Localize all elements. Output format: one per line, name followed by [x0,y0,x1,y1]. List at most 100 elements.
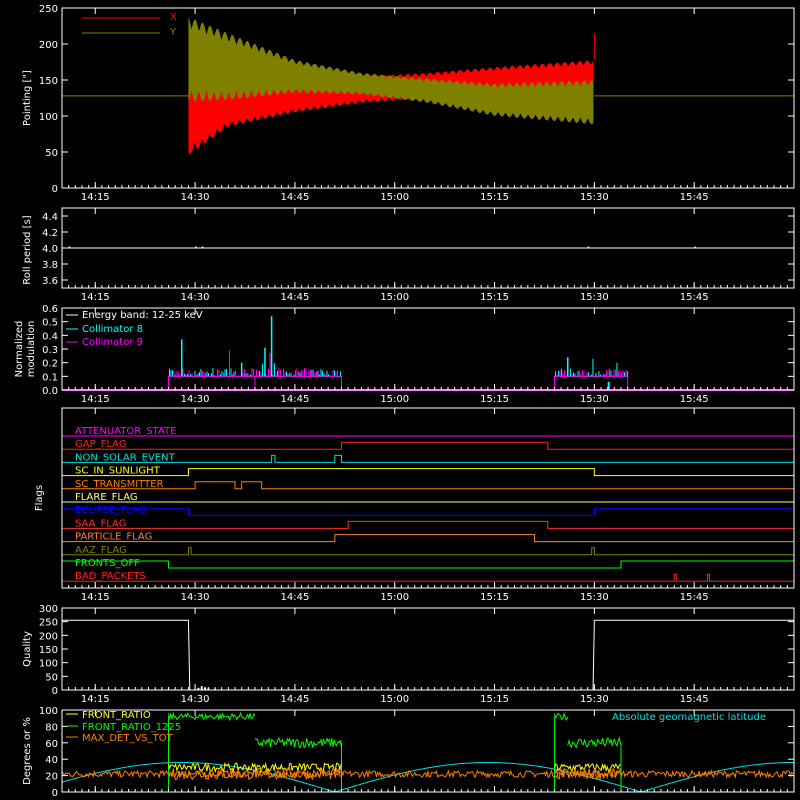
ratios-ylabel: Degrees or % [22,717,33,785]
legend-y-label: Y [169,27,177,38]
y-tick-label: 0.1 [42,372,58,383]
x-tick-label: 14:30 [181,192,210,203]
x-tick-label: 15:00 [380,694,409,705]
flags-ylabel: Flags [34,485,45,511]
flag-label-11: BAD_PACKETS [75,571,146,582]
x-tick-label: 14:45 [280,592,309,603]
front-ratio-1225-mid-1 [567,736,622,749]
flag-line-4 [62,481,794,490]
y-tick-label: 4.4 [42,212,58,223]
legend-x-label: X [170,12,177,23]
legend-energy-label: Energy band: 12-25 keV [82,310,203,321]
y-tick-label: 0.3 [42,345,58,356]
x-tick-label: 15:00 [380,292,409,303]
flag-line-2 [62,454,794,463]
front-ratio-1225-mid-0 [254,736,342,749]
x-tick-label: 15:30 [580,592,609,603]
roll-period-ylabel: Roll period [s] [22,215,33,284]
x-tick-label: 15:15 [480,192,509,203]
x-tick-label: 15:45 [680,592,709,603]
flag-label-10: FRONTS_OFF [75,558,140,569]
flag-line-8 [62,534,794,543]
roll-period-panel: 14:15 14:30 14:45 15:00 15:15 15:30 15:45 3.6 3.… [22,207,795,303]
geomag-annotation: Absolute geomagnetic latitude [612,712,766,723]
x-tick-label: 14:15 [81,694,110,705]
y-tick-label: 100 [39,706,58,717]
y-tick-label: 0 [52,184,58,195]
y-tick-label: 0.6 [42,304,58,315]
y-tick-label: 150 [39,645,58,656]
modulation-ylabel-line1: Normalized [14,321,25,378]
y-tick-label: 250 [39,4,58,15]
roll-period-blip [68,246,71,249]
roll-period-blip [587,246,590,249]
y-tick-label: 80 [45,722,58,733]
legend-front-ratio-1225-label: FRONT_RATIO_1225 [82,722,181,733]
x-tick-label: 14:30 [181,592,210,603]
modulation-ylabel-line2: modulation [26,321,37,378]
x-tick-label: 15:45 [680,292,709,303]
x-tick-label: 14:15 [81,292,110,303]
x-tick-label: 14:15 [81,394,110,405]
front-ratio-line-0 [167,762,342,774]
x-tick-label: 15:30 [580,394,609,405]
y-tick-label: 300 [39,604,58,615]
x-tick-label: 14:45 [280,394,309,405]
y-tick-label: 4.2 [42,228,58,239]
y-tick-label: 0.0 [42,386,58,397]
y-tick-label: 0 [52,788,58,799]
x-tick-label: 14:30 [181,694,210,705]
legend-max-det-label: MAX_DET_VS_TOT [82,733,174,744]
x-tick-label: 15:45 [680,694,709,705]
y-tick-label: 0 [52,686,58,697]
x-tick-label: 15:15 [480,592,509,603]
flag-line-10 [61,560,795,569]
x-tick-label: 14:15 [81,592,110,603]
flag-label-7: SAA_FLAG [75,518,126,529]
x-tick-label: 15:15 [480,694,509,705]
flag-line-1 [62,441,794,450]
flag-label-2: NON_SOLAR_EVENT [75,452,176,463]
front-ratio-1225-high-1 [553,711,569,722]
y-tick-label: 0.5 [42,318,58,329]
flags-panel: ATTENUATOR_STATE GAP_FLAG NON_SOLAR_EVENT S… [34,407,795,603]
roll-period-blip [201,246,204,249]
x-tick-label: 15:45 [680,394,709,405]
max-det-interval-1 [553,767,621,781]
y-tick-label: 50 [45,672,58,683]
y-tick-label: 200 [39,40,58,51]
legend-c8-label: Collimator 8 [82,324,143,335]
x-tick-label: 15:15 [480,394,509,405]
flag-line-9 [62,547,794,556]
roll-period-blip [195,246,197,249]
flag-label-0: ATTENUATOR_STATE [75,426,176,437]
x-tick-label: 15:45 [680,192,709,203]
x-tick-label: 14:45 [280,192,309,203]
y-tick-label: 100 [39,112,58,123]
y-tick-label: 200 [39,631,58,642]
y-tick-label: 0.4 [42,331,58,342]
x-tick-label: 15:00 [380,592,409,603]
y-tick-label: 3.6 [42,276,58,287]
modulation-legend: Energy band: 12-25 keV Collimator 8 Coll… [66,310,203,348]
quality-ylabel: Quality [22,631,33,667]
flag-label-4: SC_TRANSMITTER [75,479,164,490]
x-tick-label: 15:30 [580,694,609,705]
ratios-legend: FRONT_RATIO FRONT_RATIO_1225 MAX_DET_VS_… [66,710,181,744]
y-tick-label: 150 [39,76,58,87]
geomag-latitude-curve [61,761,795,793]
x-tick-label: 14:30 [181,292,210,303]
pointing-ylabel: Pointing ["] [22,70,33,126]
modulation-panel: 14:15 14:30 14:45 15:00 15:15 15:30 15:45 0.0 0.… [14,304,795,405]
legend-front-ratio-label: FRONT_RATIO [82,710,151,721]
quality-panel: 14:15 14:30 14:45 15:00 15:15 15:30 15:45 0 50 10… [22,604,795,705]
pointing-legend: X Y [82,12,177,38]
flag-line-6 [61,507,795,516]
x-tick-label: 15:00 [380,192,409,203]
flag-label-6: ECLIPSE_FLAG [75,505,146,516]
y-tick-label: 40 [45,755,58,766]
front-ratio-1225-high-0 [167,711,256,722]
x-tick-label: 15:00 [380,394,409,405]
y-tick-label: 0.2 [42,359,58,370]
